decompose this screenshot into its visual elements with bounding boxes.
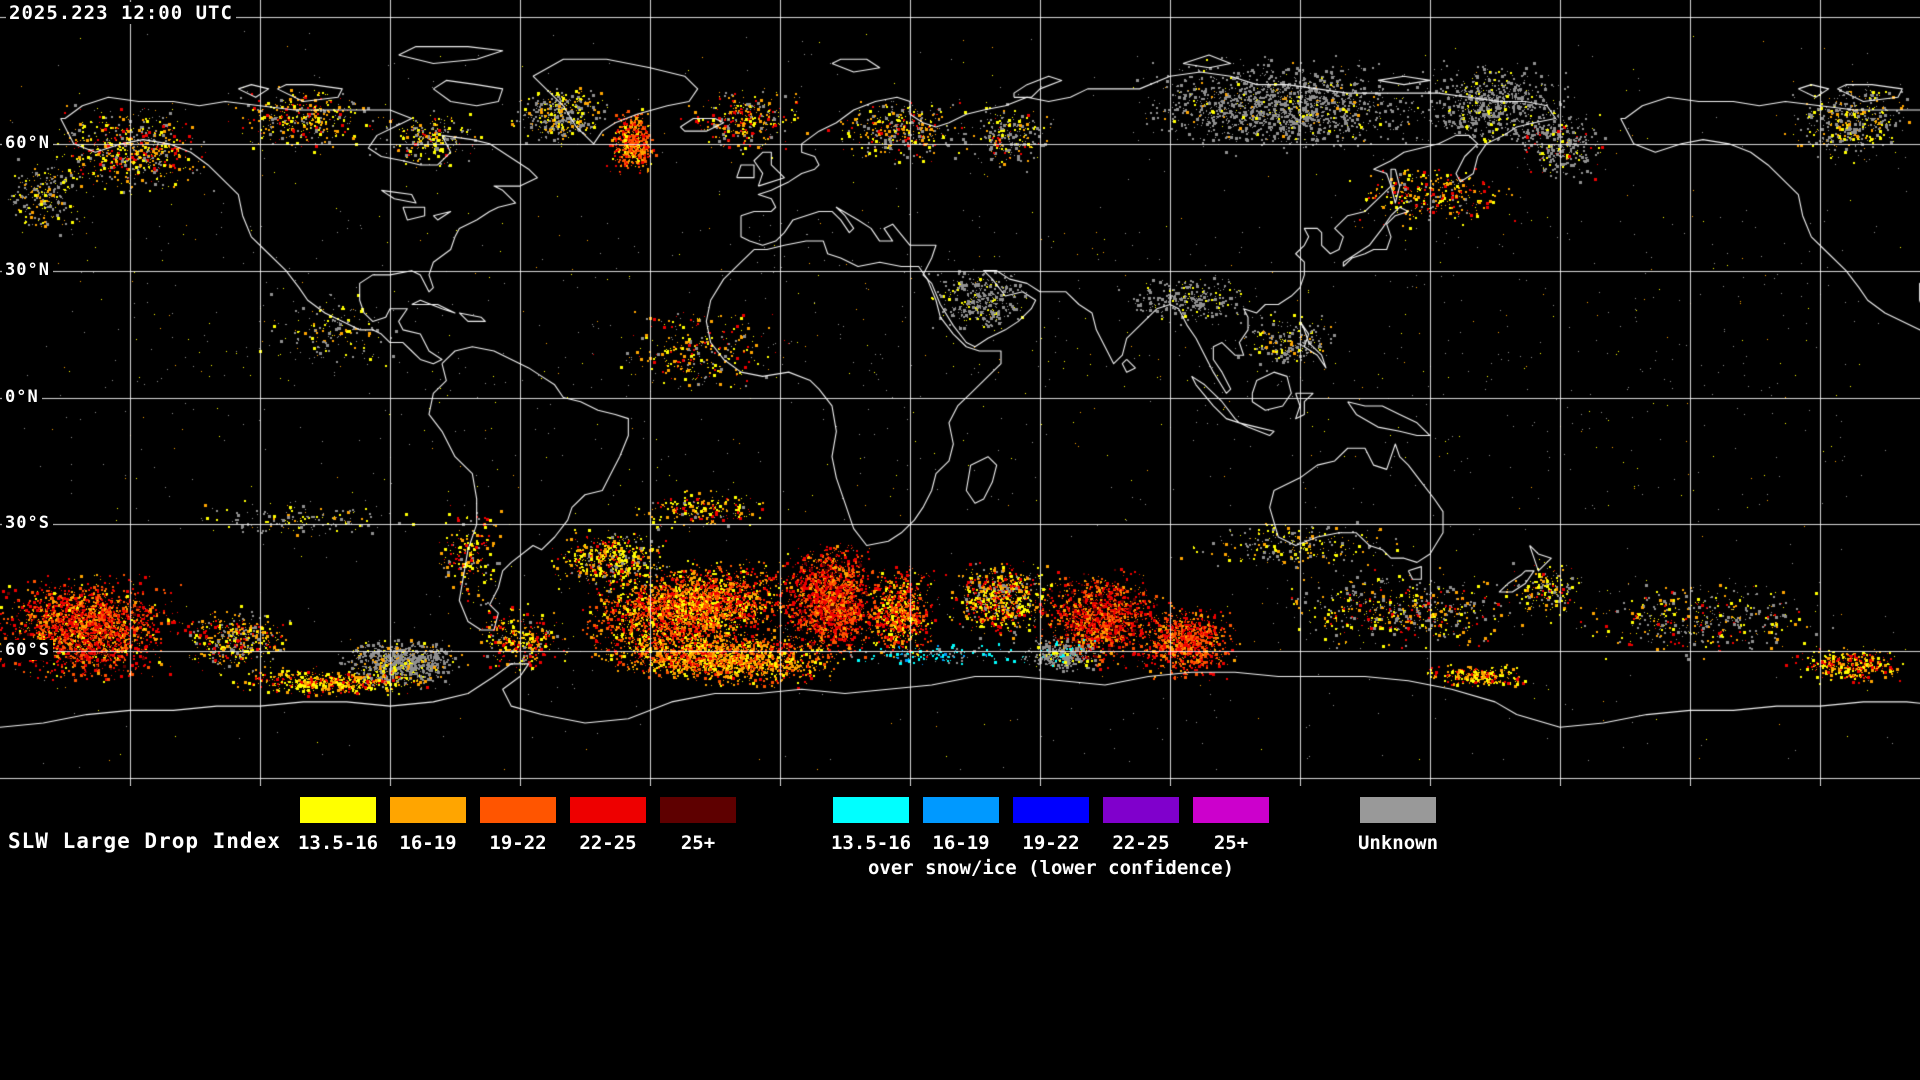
lat-label: 60°N: [2, 132, 53, 153]
legend-item: 13.5-16: [830, 797, 923, 867]
legend-snow-ice-caption: over snow/ice (lower confidence): [867, 857, 1235, 879]
legend-item-label: Unknown: [1357, 832, 1439, 854]
legend-item: 22-25: [570, 797, 660, 867]
legend-color-swatch: [570, 797, 646, 823]
legend-title: SLW Large Drop Index: [8, 829, 281, 853]
lat-label: 60°S: [2, 640, 53, 661]
legend-item-label: 19-22: [1022, 832, 1080, 854]
legend-item: 16-19: [390, 797, 480, 867]
legend-item-label: 22-25: [1112, 832, 1170, 854]
legend-color-swatch: [660, 797, 736, 823]
legend-color-swatch: [300, 797, 376, 823]
legend-color-swatch: [390, 797, 466, 823]
legend-item-label: 13.5-16: [830, 832, 912, 854]
lat-label: 30°S: [2, 513, 53, 534]
legend-item-label: 13.5-16: [297, 832, 379, 854]
timestamp: 2025.223 12:00 UTC: [6, 2, 236, 24]
legend-item-label: 25+: [1213, 832, 1249, 854]
legend-item: 22-25: [1103, 797, 1193, 867]
legend-group-standard: 13.5-16 16-19 19-22 22-25 25+: [297, 797, 750, 867]
legend: SLW Large Drop Index 13.5-16 16-19 19-22 22…: [0, 786, 1920, 1080]
legend-color-swatch: [923, 797, 999, 823]
legend-item: 13.5-16: [297, 797, 390, 867]
legend-item-label: 16-19: [932, 832, 990, 854]
legend-color-swatch: [1103, 797, 1179, 823]
legend-group-snow-ice: 13.5-16 16-19 19-22 22-25 25+: [830, 797, 1283, 867]
legend-item: 19-22: [1013, 797, 1103, 867]
legend-color-swatch: [1360, 797, 1436, 823]
lat-label: 30°N: [2, 259, 53, 280]
legend-color-swatch: [480, 797, 556, 823]
legend-color-swatch: [833, 797, 909, 823]
legend-group-unknown: Unknown: [1357, 797, 1450, 867]
legend-item: 19-22: [480, 797, 570, 867]
legend-item: Unknown: [1357, 797, 1450, 867]
legend-item: 25+: [660, 797, 750, 867]
legend-item: 25+: [1193, 797, 1283, 867]
legend-item-label: 25+: [680, 832, 716, 854]
legend-item: 16-19: [923, 797, 1013, 867]
legend-color-swatch: [1193, 797, 1269, 823]
legend-color-swatch: [1013, 797, 1089, 823]
legend-item-label: 22-25: [579, 832, 637, 854]
legend-item-label: 19-22: [489, 832, 547, 854]
legend-item-label: 16-19: [399, 832, 457, 854]
lat-label: 0°N: [2, 386, 42, 407]
